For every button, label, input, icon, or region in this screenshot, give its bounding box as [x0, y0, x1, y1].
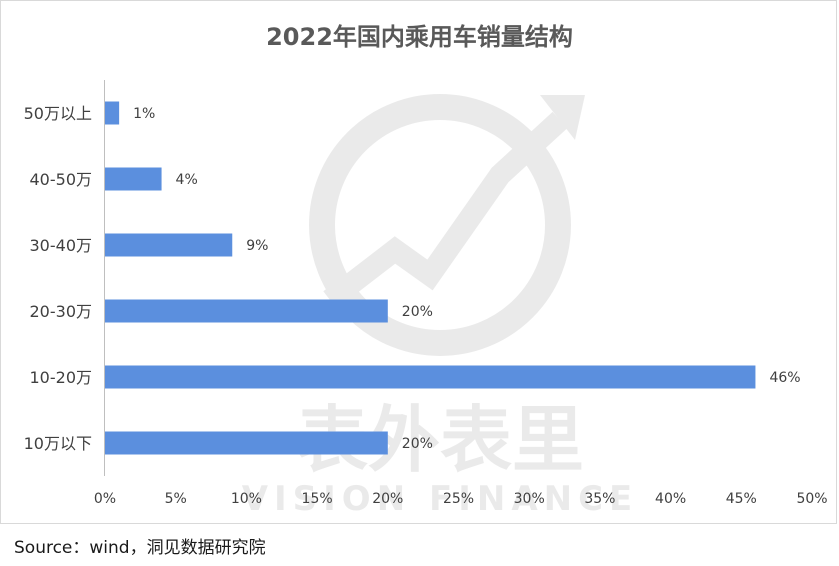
bar-0 [105, 101, 120, 125]
watermark-subtext: VISION FINANCE [242, 479, 639, 519]
x-tick-label: 40% [655, 491, 686, 507]
data-label: 4% [176, 172, 198, 188]
category-label: 10万以下 [24, 434, 92, 453]
category-label: 50万以上 [24, 104, 92, 123]
bar-2 [105, 233, 233, 257]
chart-title: 2022年国内乘用车销量结构 [266, 23, 573, 51]
x-tick-label: 50% [796, 491, 827, 507]
watermark-logo: 表外表里 VISION FINANCE [242, 94, 639, 519]
x-tick-label: 25% [443, 491, 474, 507]
bar-4 [105, 365, 756, 389]
category-label: 40-50万 [30, 170, 93, 189]
x-tick-label: 10% [231, 491, 262, 507]
data-label: 1% [133, 106, 155, 122]
source-note: Source：wind，洞见数据研究院 [14, 538, 266, 558]
bar-1 [105, 167, 162, 191]
category-label: 20-30万 [30, 302, 93, 321]
x-tick-label: 15% [302, 491, 333, 507]
bar-5 [105, 431, 388, 455]
data-label: 9% [246, 238, 268, 254]
data-label: 20% [402, 436, 433, 452]
bar-3 [105, 299, 388, 323]
category-label: 30-40万 [30, 236, 93, 255]
x-tick-label: 30% [514, 491, 545, 507]
x-tick-label: 0% [94, 491, 116, 507]
data-label: 46% [769, 370, 800, 386]
x-tick-label: 45% [726, 491, 757, 507]
x-tick-label: 5% [165, 491, 187, 507]
category-label: 10-20万 [30, 368, 93, 387]
x-tick-label: 35% [584, 491, 615, 507]
x-tick-label: 20% [372, 491, 403, 507]
data-label: 20% [402, 304, 433, 320]
